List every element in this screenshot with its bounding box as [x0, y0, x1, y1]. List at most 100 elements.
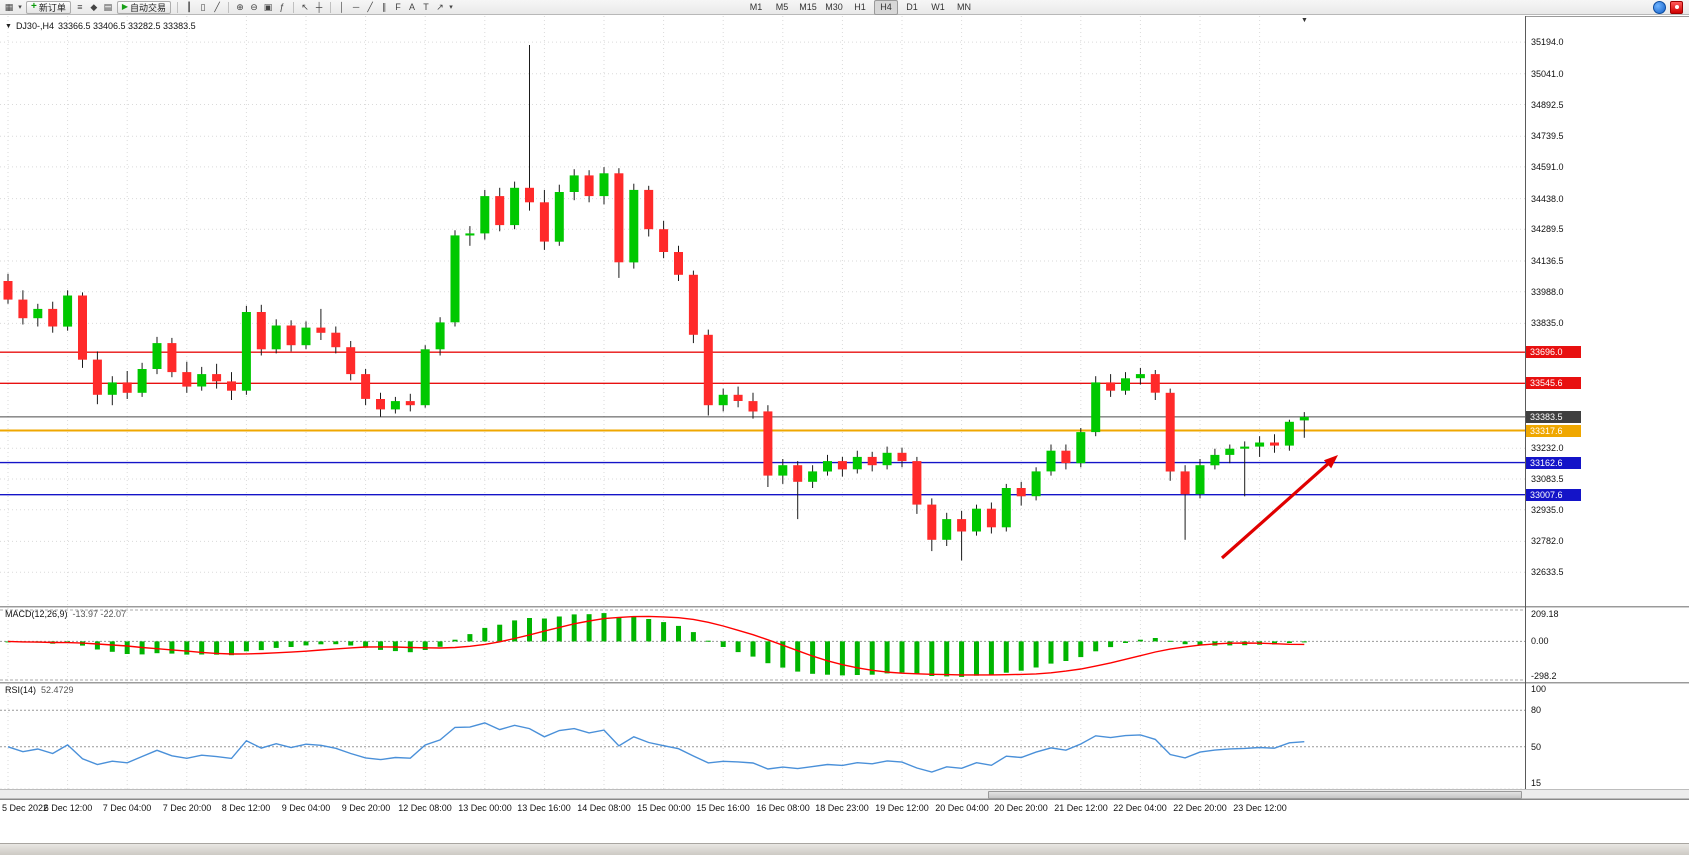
toolbar-separator: [228, 1, 230, 13]
toolbar-separator: [330, 1, 332, 13]
arrows-dropdown-icon[interactable]: ↗: [436, 1, 444, 12]
price-tag-33383.5: 33383.5: [1526, 411, 1581, 423]
panel-separator[interactable]: [0, 606, 1689, 608]
fibonacci-icon[interactable]: F: [395, 2, 401, 12]
one-click-trading-icon[interactable]: ▼: [5, 22, 12, 30]
zoom-out-icon[interactable]: ⊖: [250, 1, 258, 12]
new-order-label: 新订单: [38, 2, 66, 13]
price-tag-33696.0: 33696.0: [1526, 346, 1581, 358]
timeframe-group: M1 M5 M15 M30 H1 H4 D1 W1 MN: [743, 0, 977, 15]
vertical-line-icon[interactable]: │: [339, 2, 345, 12]
rsi-name: RSI(14): [5, 685, 37, 695]
scrollbar-thumb[interactable]: [988, 791, 1522, 799]
time-axis-label: 5 Dec 2022: [2, 803, 49, 813]
time-axis-label: 21 Dec 12:00: [1054, 803, 1108, 813]
time-axis-label: 23 Dec 12:00: [1233, 803, 1287, 813]
symbol-info: ▼ DJ30-,H4 33366.5 33406.5 33282.5 33383…: [5, 21, 196, 31]
time-axis-label: 12 Dec 08:00: [398, 803, 452, 813]
tab-timeframe-d1[interactable]: D1: [906, 2, 918, 12]
cursor-icon[interactable]: ↖: [301, 1, 309, 12]
horizontal-scrollbar[interactable]: [0, 789, 1689, 799]
text-icon[interactable]: A: [409, 2, 416, 12]
autotrading-button[interactable]: ▶ 自动交易: [116, 0, 172, 14]
price-tag-33162.6: 33162.6: [1526, 457, 1581, 469]
line-chart-icon[interactable]: ╱: [214, 1, 220, 12]
community-icon[interactable]: [1653, 0, 1666, 14]
crosshair-icon[interactable]: ┼: [315, 2, 323, 12]
annotation-arrow[interactable]: [1220, 455, 1338, 560]
market-watch-icon[interactable]: ≡: [77, 2, 83, 12]
price-axis-label: 33988.0: [1531, 287, 1564, 297]
time-axis-label: 20 Dec 20:00: [994, 803, 1048, 813]
time-axis-label: 15 Dec 16:00: [696, 803, 750, 813]
bar-chart-icon[interactable]: ┃: [186, 1, 192, 12]
price-axis-label: 32782.0: [1531, 536, 1564, 546]
horizontal-line-icon[interactable]: ─: [352, 2, 360, 12]
macd-canvas[interactable]: [0, 608, 1525, 682]
rsi-canvas[interactable]: [0, 684, 1525, 789]
channel-icon[interactable]: ∥: [381, 1, 387, 12]
tab-timeframe-mn[interactable]: MN: [957, 2, 972, 12]
time-axis-label: 9 Dec 20:00: [341, 803, 391, 813]
macd-signal-line: [7, 615, 1305, 676]
price-axis-border: [1525, 16, 1526, 817]
time-axis-label: 6 Dec 12:00: [43, 803, 93, 813]
tab-timeframe-m5[interactable]: M5: [775, 2, 789, 12]
time-axis-label: 13 Dec 16:00: [517, 803, 571, 813]
price-axis-label: 34438.0: [1531, 194, 1564, 204]
horizontal-lines[interactable]: [0, 351, 1525, 496]
price-axis-label: 34739.5: [1531, 131, 1564, 141]
time-axis-label: 14 Dec 08:00: [577, 803, 631, 813]
new-order-icon: +: [31, 1, 37, 12]
price-axis-label: 32633.5: [1531, 567, 1564, 577]
price-axis-label: 34289.5: [1531, 224, 1564, 234]
macd-axis-label: 0.00: [1531, 636, 1549, 646]
navigator-icon[interactable]: ◆: [90, 1, 98, 12]
candlestick-series: [3, 45, 1309, 561]
label-icon[interactable]: T: [423, 2, 429, 12]
time-axis-label: 19 Dec 12:00: [875, 803, 929, 813]
price-axis-label: 34892.5: [1531, 100, 1564, 110]
rsi-axis-label: 80: [1531, 705, 1542, 715]
alert-icon[interactable]: [1670, 0, 1683, 14]
rsi-header: RSI(14) 52.4729: [5, 685, 74, 695]
tab-timeframe-m30[interactable]: M30: [825, 2, 843, 12]
tab-timeframe-m1[interactable]: M1: [749, 2, 763, 12]
toolbar: ▦ ▾ + 新订单 ≡ ◆ ▤ ▶ 自动交易 ┃ ▯ ╱ ⊕ ⊖ ▣ ƒ ↖ ┼…: [0, 0, 1689, 15]
rsi-axis-label: 15: [1531, 778, 1542, 788]
macd-axis-label: -298.2: [1531, 671, 1557, 681]
indicators-icon[interactable]: ƒ: [279, 2, 285, 12]
macd-header: MACD(12,26,9) -13.97 -22.07: [5, 609, 126, 619]
tab-timeframe-h4[interactable]: H4: [874, 0, 899, 15]
grid: [0, 684, 1525, 789]
zoom-in-icon[interactable]: ⊕: [236, 1, 244, 12]
symbol-name: DJ30-,H4: [15, 21, 54, 31]
tab-timeframe-w1[interactable]: W1: [931, 2, 945, 12]
terminal-icon[interactable]: ▤: [103, 1, 113, 12]
autotrading-play-icon: ▶: [121, 2, 129, 11]
time-axis-label: 22 Dec 20:00: [1173, 803, 1227, 813]
time-axis-label: 16 Dec 08:00: [756, 803, 810, 813]
main-chart-canvas[interactable]: [0, 16, 1525, 606]
tile-windows-icon[interactable]: ▣: [263, 1, 273, 12]
candlestick-chart-icon[interactable]: ▯: [200, 1, 206, 12]
tab-timeframe-m15[interactable]: M15: [799, 2, 817, 12]
window-bottom-edge: [0, 843, 1689, 855]
time-axis[interactable]: 5 Dec 2022 6 Dec 12:00 7 Dec 04:00 7 Dec 20…: [0, 799, 1689, 817]
panel-separator[interactable]: [0, 682, 1689, 684]
new-order-button[interactable]: + 新订单: [26, 0, 71, 14]
price-axis-label: 33835.0: [1531, 318, 1564, 328]
new-chart-caret-icon[interactable]: ▾: [18, 4, 22, 11]
trendline-icon[interactable]: ╱: [367, 1, 373, 12]
time-axis-label: 13 Dec 00:00: [458, 803, 512, 813]
tab-timeframe-h1[interactable]: H1: [854, 2, 866, 12]
price-tag-33007.6: 33007.6: [1526, 489, 1581, 501]
time-axis-label: 20 Dec 04:00: [935, 803, 989, 813]
rsi-line: [7, 722, 1305, 773]
price-axis-label: 33232.0: [1531, 443, 1564, 453]
arrows-caret-icon[interactable]: ▾: [449, 4, 453, 11]
chart-shift-marker[interactable]: ▼: [1301, 17, 1308, 24]
new-chart-icon[interactable]: ▦: [4, 1, 14, 12]
price-axis-label: 33083.5: [1531, 474, 1564, 484]
